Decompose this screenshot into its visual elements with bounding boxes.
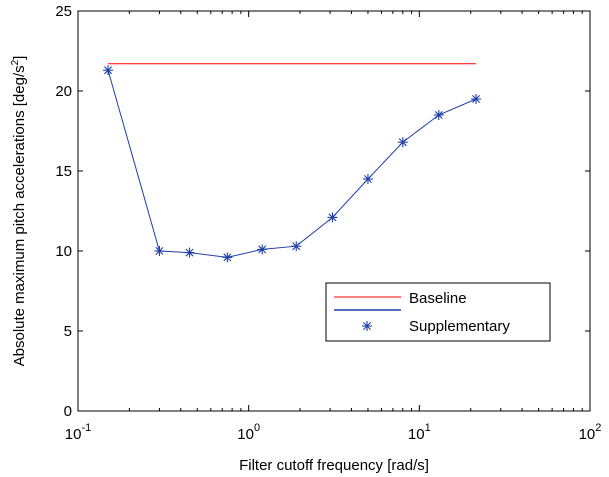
data-point-marker (222, 252, 233, 263)
data-point-marker (433, 110, 444, 120)
x-tick-label-base: 10 (237, 426, 254, 443)
legend-swatch-supplementary (362, 321, 372, 331)
x-tick-label-exponent: 1 (425, 422, 431, 434)
x-tick-label: 10-1 (65, 422, 91, 443)
x-tick-labels: 10-1 100 101 102 (65, 422, 602, 443)
data-point-marker (327, 212, 338, 223)
y-tick-labels: 0 5 10 15 20 25 (55, 3, 72, 420)
x-tick-label: 101 (408, 422, 431, 443)
series-layer (103, 63, 482, 263)
y-tick-label: 0 (64, 403, 72, 420)
legend-label-baseline: Baseline (409, 290, 467, 307)
y-axis-label: Absolute maximum pitch accelerations [de… (10, 56, 28, 367)
data-point-marker (184, 247, 195, 258)
data-point-marker (397, 137, 408, 148)
legend-asterisk-marker (362, 321, 372, 331)
y-tick-label: 15 (55, 163, 72, 180)
x-tick-label: 100 (237, 422, 260, 443)
x-tick-label-base: 10 (408, 426, 425, 443)
x-tick-label-exponent: -1 (81, 422, 91, 434)
x-tick-label: 102 (579, 422, 602, 443)
legend-label-supplementary: Supplementary (409, 318, 510, 335)
data-point-marker (362, 174, 373, 184)
x-axis-label: Filter cutoff frequency [rad/s] (239, 457, 429, 474)
axis-ticks (77, 10, 591, 412)
y-axis-label-main: Absolute maximum pitch accelerations [de… (11, 65, 28, 366)
data-point-marker (103, 65, 114, 76)
legend: Baseline Supplementary (325, 282, 551, 342)
data-point-marker (154, 246, 165, 256)
x-tick-label-base: 10 (65, 426, 82, 443)
y-tick-label: 5 (64, 323, 72, 340)
data-point-marker (291, 241, 302, 252)
y-tick-label: 25 (55, 3, 72, 20)
y-tick-label: 10 (55, 243, 72, 260)
plot-area (77, 10, 591, 412)
legend-box (325, 282, 551, 342)
data-point-marker (257, 244, 268, 255)
x-tick-label-exponent: 0 (254, 422, 260, 434)
y-tick-label: 20 (55, 83, 72, 100)
data-point-marker (471, 94, 482, 104)
y-axis-label-superscript: 2 (10, 59, 21, 65)
x-tick-label-exponent: 2 (595, 422, 601, 434)
x-tick-label-base: 10 (579, 426, 596, 443)
y-axis-label-suffix: ] (11, 56, 28, 60)
